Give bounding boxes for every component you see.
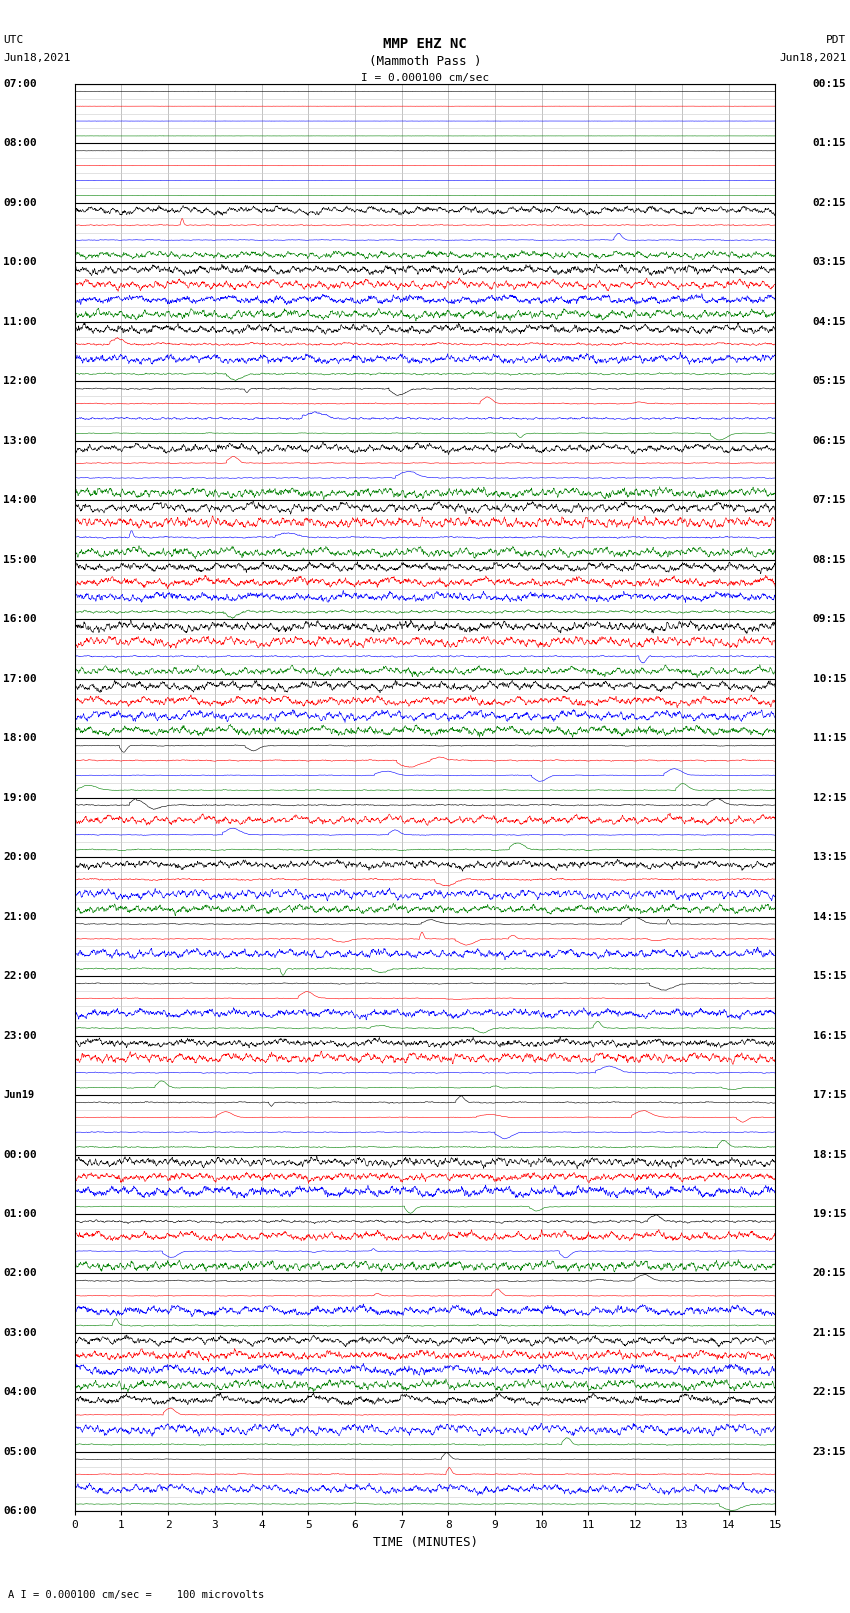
Text: 23:15: 23:15 (813, 1447, 847, 1457)
Text: 02:00: 02:00 (3, 1268, 37, 1279)
Text: Jun18,2021: Jun18,2021 (779, 53, 847, 63)
Text: 19:00: 19:00 (3, 792, 37, 803)
Text: (Mammoth Pass ): (Mammoth Pass ) (369, 55, 481, 68)
Text: 04:00: 04:00 (3, 1387, 37, 1397)
Text: 16:15: 16:15 (813, 1031, 847, 1040)
Text: 07:15: 07:15 (813, 495, 847, 505)
Text: Jun18,2021: Jun18,2021 (3, 53, 71, 63)
Text: 00:00: 00:00 (3, 1150, 37, 1160)
Text: 06:00: 06:00 (3, 1507, 37, 1516)
Text: UTC: UTC (3, 35, 24, 45)
Text: 21:00: 21:00 (3, 911, 37, 921)
Text: 01:00: 01:00 (3, 1210, 37, 1219)
Text: 18:00: 18:00 (3, 734, 37, 744)
Text: 17:15: 17:15 (813, 1090, 847, 1100)
Text: 20:15: 20:15 (813, 1268, 847, 1279)
Text: 01:15: 01:15 (813, 139, 847, 148)
Text: PDT: PDT (826, 35, 847, 45)
X-axis label: TIME (MINUTES): TIME (MINUTES) (372, 1536, 478, 1548)
Text: MMP EHZ NC: MMP EHZ NC (383, 37, 467, 52)
Text: 15:00: 15:00 (3, 555, 37, 565)
Text: 11:00: 11:00 (3, 316, 37, 327)
Text: 00:15: 00:15 (813, 79, 847, 89)
Text: 12:15: 12:15 (813, 792, 847, 803)
Text: 13:15: 13:15 (813, 852, 847, 861)
Text: 08:00: 08:00 (3, 139, 37, 148)
Text: 04:15: 04:15 (813, 316, 847, 327)
Text: 15:15: 15:15 (813, 971, 847, 981)
Text: 14:15: 14:15 (813, 911, 847, 921)
Text: 02:15: 02:15 (813, 198, 847, 208)
Text: 10:00: 10:00 (3, 258, 37, 268)
Text: 20:00: 20:00 (3, 852, 37, 861)
Text: 06:15: 06:15 (813, 436, 847, 445)
Text: 03:00: 03:00 (3, 1327, 37, 1337)
Text: 11:15: 11:15 (813, 734, 847, 744)
Text: 14:00: 14:00 (3, 495, 37, 505)
Text: 21:15: 21:15 (813, 1327, 847, 1337)
Text: 07:00: 07:00 (3, 79, 37, 89)
Text: 05:00: 05:00 (3, 1447, 37, 1457)
Text: 13:00: 13:00 (3, 436, 37, 445)
Text: 08:15: 08:15 (813, 555, 847, 565)
Text: 03:15: 03:15 (813, 258, 847, 268)
Text: 12:00: 12:00 (3, 376, 37, 386)
Text: I = 0.000100 cm/sec: I = 0.000100 cm/sec (361, 73, 489, 82)
Text: 19:15: 19:15 (813, 1210, 847, 1219)
Text: Jun19: Jun19 (3, 1090, 35, 1100)
Text: 23:00: 23:00 (3, 1031, 37, 1040)
Text: 16:00: 16:00 (3, 615, 37, 624)
Text: 09:15: 09:15 (813, 615, 847, 624)
Text: 22:15: 22:15 (813, 1387, 847, 1397)
Text: 18:15: 18:15 (813, 1150, 847, 1160)
Text: A I = 0.000100 cm/sec =    100 microvolts: A I = 0.000100 cm/sec = 100 microvolts (8, 1590, 264, 1600)
Text: 10:15: 10:15 (813, 674, 847, 684)
Text: 09:00: 09:00 (3, 198, 37, 208)
Text: 17:00: 17:00 (3, 674, 37, 684)
Text: 22:00: 22:00 (3, 971, 37, 981)
Text: 05:15: 05:15 (813, 376, 847, 386)
